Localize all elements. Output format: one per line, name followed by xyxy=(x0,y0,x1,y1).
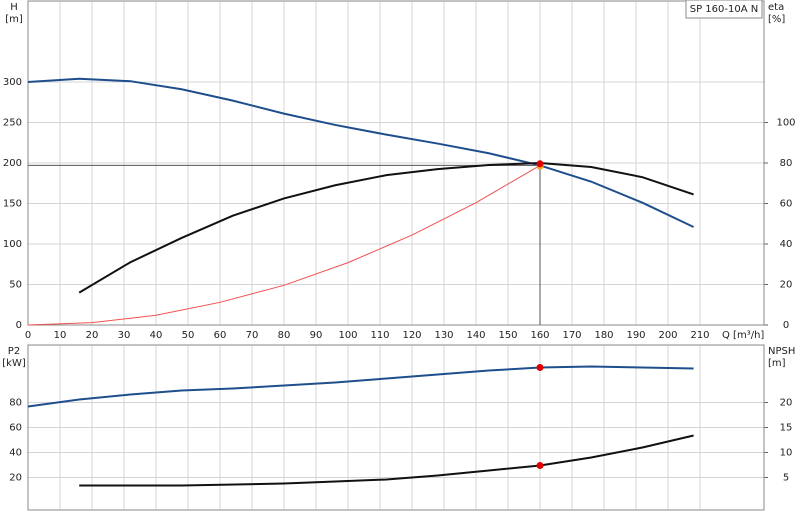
x-tick-label: 190 xyxy=(626,330,645,341)
curve xyxy=(79,434,694,487)
x-tick-label: 60 xyxy=(214,330,227,341)
y-label: H xyxy=(10,2,18,13)
y2-unit: [m] xyxy=(768,358,786,369)
x-tick-label: 70 xyxy=(246,330,259,341)
y-unit: [kW] xyxy=(2,358,26,369)
duty-point xyxy=(536,364,544,371)
y2-tick-label: 20 xyxy=(780,398,793,409)
x-tick-label: 120 xyxy=(402,330,421,341)
y-tick-label: 20 xyxy=(9,473,22,484)
x-tick-label: 40 xyxy=(150,330,163,341)
y-tick-label: 50 xyxy=(9,280,22,291)
x-tick-label: 90 xyxy=(310,330,323,341)
chart-title: SP 160-10A N xyxy=(690,4,758,15)
y-unit: [m] xyxy=(5,14,23,25)
x-tick-label: 50 xyxy=(182,330,195,341)
y-tick-label: 60 xyxy=(9,423,22,434)
plot-frame xyxy=(27,0,765,326)
x-tick-label: 30 xyxy=(118,330,131,341)
x-label: Q [m³/h] xyxy=(722,330,764,341)
x-tick-label: 80 xyxy=(278,330,291,341)
curve xyxy=(78,161,694,294)
plot-frame xyxy=(27,344,765,511)
y2-label: NPSH xyxy=(768,346,795,357)
y2-tick-label: 60 xyxy=(780,199,793,210)
y-tick-label: 300 xyxy=(3,77,22,88)
x-tick-label: 150 xyxy=(498,330,517,341)
y2-tick-label: 10 xyxy=(780,448,793,459)
y-tick-label: 80 xyxy=(9,398,22,409)
x-tick-label: 0 xyxy=(25,330,31,341)
y2-tick-label: 5 xyxy=(783,473,789,484)
duty-point xyxy=(536,160,544,168)
y-tick-label: 100 xyxy=(3,239,22,250)
x-tick-label: 160 xyxy=(530,330,549,341)
duty-point xyxy=(536,462,544,469)
title-box xyxy=(685,0,763,19)
x-tick-label: 170 xyxy=(562,330,581,341)
y2-tick-label: 15 xyxy=(780,423,793,434)
x-tick-label: 180 xyxy=(594,330,613,341)
x-tick-label: 20 xyxy=(86,330,99,341)
y-tick-label: 150 xyxy=(3,199,22,210)
x-tick-label: 100 xyxy=(338,330,357,341)
y-tick-label: 200 xyxy=(3,158,22,169)
curve xyxy=(27,164,541,326)
y2-unit: [%] xyxy=(768,14,785,25)
curve xyxy=(27,365,694,408)
y2-tick-label: 20 xyxy=(780,280,793,291)
y2-label: eta xyxy=(768,2,784,13)
y2-tick-label: 0 xyxy=(783,320,789,331)
y2-tick-label: 100 xyxy=(776,118,795,129)
x-tick-label: 140 xyxy=(466,330,485,341)
x-tick-label: 10 xyxy=(54,330,67,341)
y-tick-label: 40 xyxy=(9,448,22,459)
y2-tick-label: 80 xyxy=(780,158,793,169)
y-label: P2 xyxy=(8,346,20,357)
x-tick-label: 210 xyxy=(690,330,709,341)
x-tick-label: 130 xyxy=(434,330,453,341)
x-tick-label: 200 xyxy=(658,330,677,341)
x-tick-label: 110 xyxy=(370,330,389,341)
curve xyxy=(27,77,695,228)
y-tick-label: 0 xyxy=(16,320,22,331)
y-tick-label: 250 xyxy=(3,118,22,129)
y2-tick-label: 40 xyxy=(780,239,793,250)
